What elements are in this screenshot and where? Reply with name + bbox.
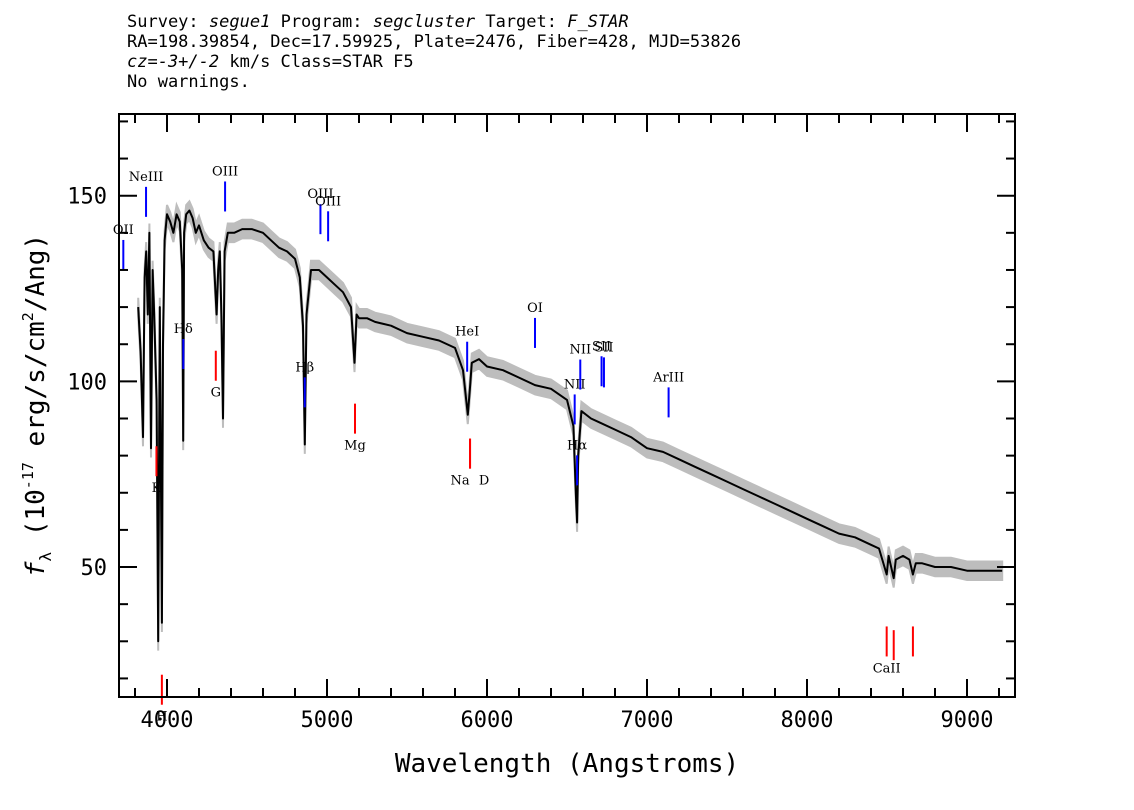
emission-label: SII [594, 340, 613, 355]
program-label: Program: [280, 12, 363, 32]
absorption-label: Mg [344, 439, 366, 454]
emission-label: ArIII [652, 370, 684, 385]
emission-label: Hβ [295, 360, 314, 375]
target-value: F_STAR [567, 12, 629, 32]
x-tick-label: 4000 [141, 708, 194, 733]
class-text: km/s Class=STAR F5 [219, 52, 414, 72]
header-line-3: cz=-3+/-2 km/s Class=STAR F5 [127, 52, 741, 72]
y-label-mid: erg/s/cm [21, 321, 51, 462]
redshift-value: cz=-3+/-2 [127, 52, 220, 72]
emission-label: HeI [455, 325, 479, 340]
emission-label: OI [527, 301, 543, 316]
emission-label: OIII [315, 194, 341, 209]
absorption-label: CaII [873, 661, 901, 676]
emission-label: OIII [212, 164, 238, 179]
target-label: Target: [485, 12, 557, 32]
y-label-main: (10 [21, 489, 51, 552]
emission-label: SII [592, 339, 611, 354]
y-axis-title: fλ (10-17 erg/s/cm2/Ang) [19, 234, 55, 577]
survey-value: segue1 [208, 12, 271, 32]
y-label-exp1: -17 [19, 462, 37, 489]
emission-label: NII [564, 377, 586, 392]
emission-label: Hα [567, 438, 587, 453]
emission-label: NII [569, 343, 591, 358]
header-line-2: RA=198.39854, Dec=17.59925, Plate=2476, … [127, 32, 742, 52]
emission-label: OII [113, 223, 134, 238]
x-tick-label: 5000 [301, 708, 354, 733]
header-line-1: Survey: segue1 Program: segcluster Targe… [127, 12, 741, 32]
y-label-exp2: 2 [19, 312, 37, 321]
axis-ticks: 4000 5000 6000 7000 8000 9000 50 100 150 [67, 114, 1015, 733]
y-tick-label: 100 [67, 370, 107, 395]
x-tick-label: 6000 [461, 708, 514, 733]
error-band-layer [137, 199, 1004, 651]
y-label-sub: λ [36, 551, 55, 561]
y-tick-label: 150 [67, 185, 107, 210]
absorption-label: D [479, 474, 489, 489]
spectrum-layer [137, 209, 1003, 643]
x-tick-label: 9000 [941, 708, 994, 733]
x-tick-label: 7000 [621, 708, 674, 733]
spectrum-header: Survey: segue1 Program: segcluster Targe… [127, 12, 741, 92]
absorption-label: G [211, 386, 221, 401]
x-axis-title: Wavelength (Angstroms) [395, 749, 739, 779]
survey-label: Survey: [127, 12, 199, 32]
emission-label: Hδ [174, 322, 193, 337]
error-band [137, 199, 1004, 651]
absorption-label: K [152, 481, 162, 496]
absorption-label: H [156, 710, 167, 725]
spectrum-line [137, 209, 1003, 643]
y-tick-label: 50 [81, 556, 108, 581]
x-tick-label: 8000 [781, 708, 834, 733]
header-line-4: No warnings. [127, 72, 250, 92]
emission-label: NeIII [129, 170, 163, 185]
emission-label: OIII [307, 187, 333, 202]
program-value: segcluster [372, 12, 476, 32]
y-axis-label: fλ (10-17 erg/s/cm2/Ang) [19, 234, 55, 577]
plot-frame [118, 113, 1016, 698]
absorption-label: Na [450, 474, 469, 489]
y-label-f: f [21, 561, 51, 577]
y-label-end: /Ang) [21, 234, 51, 312]
